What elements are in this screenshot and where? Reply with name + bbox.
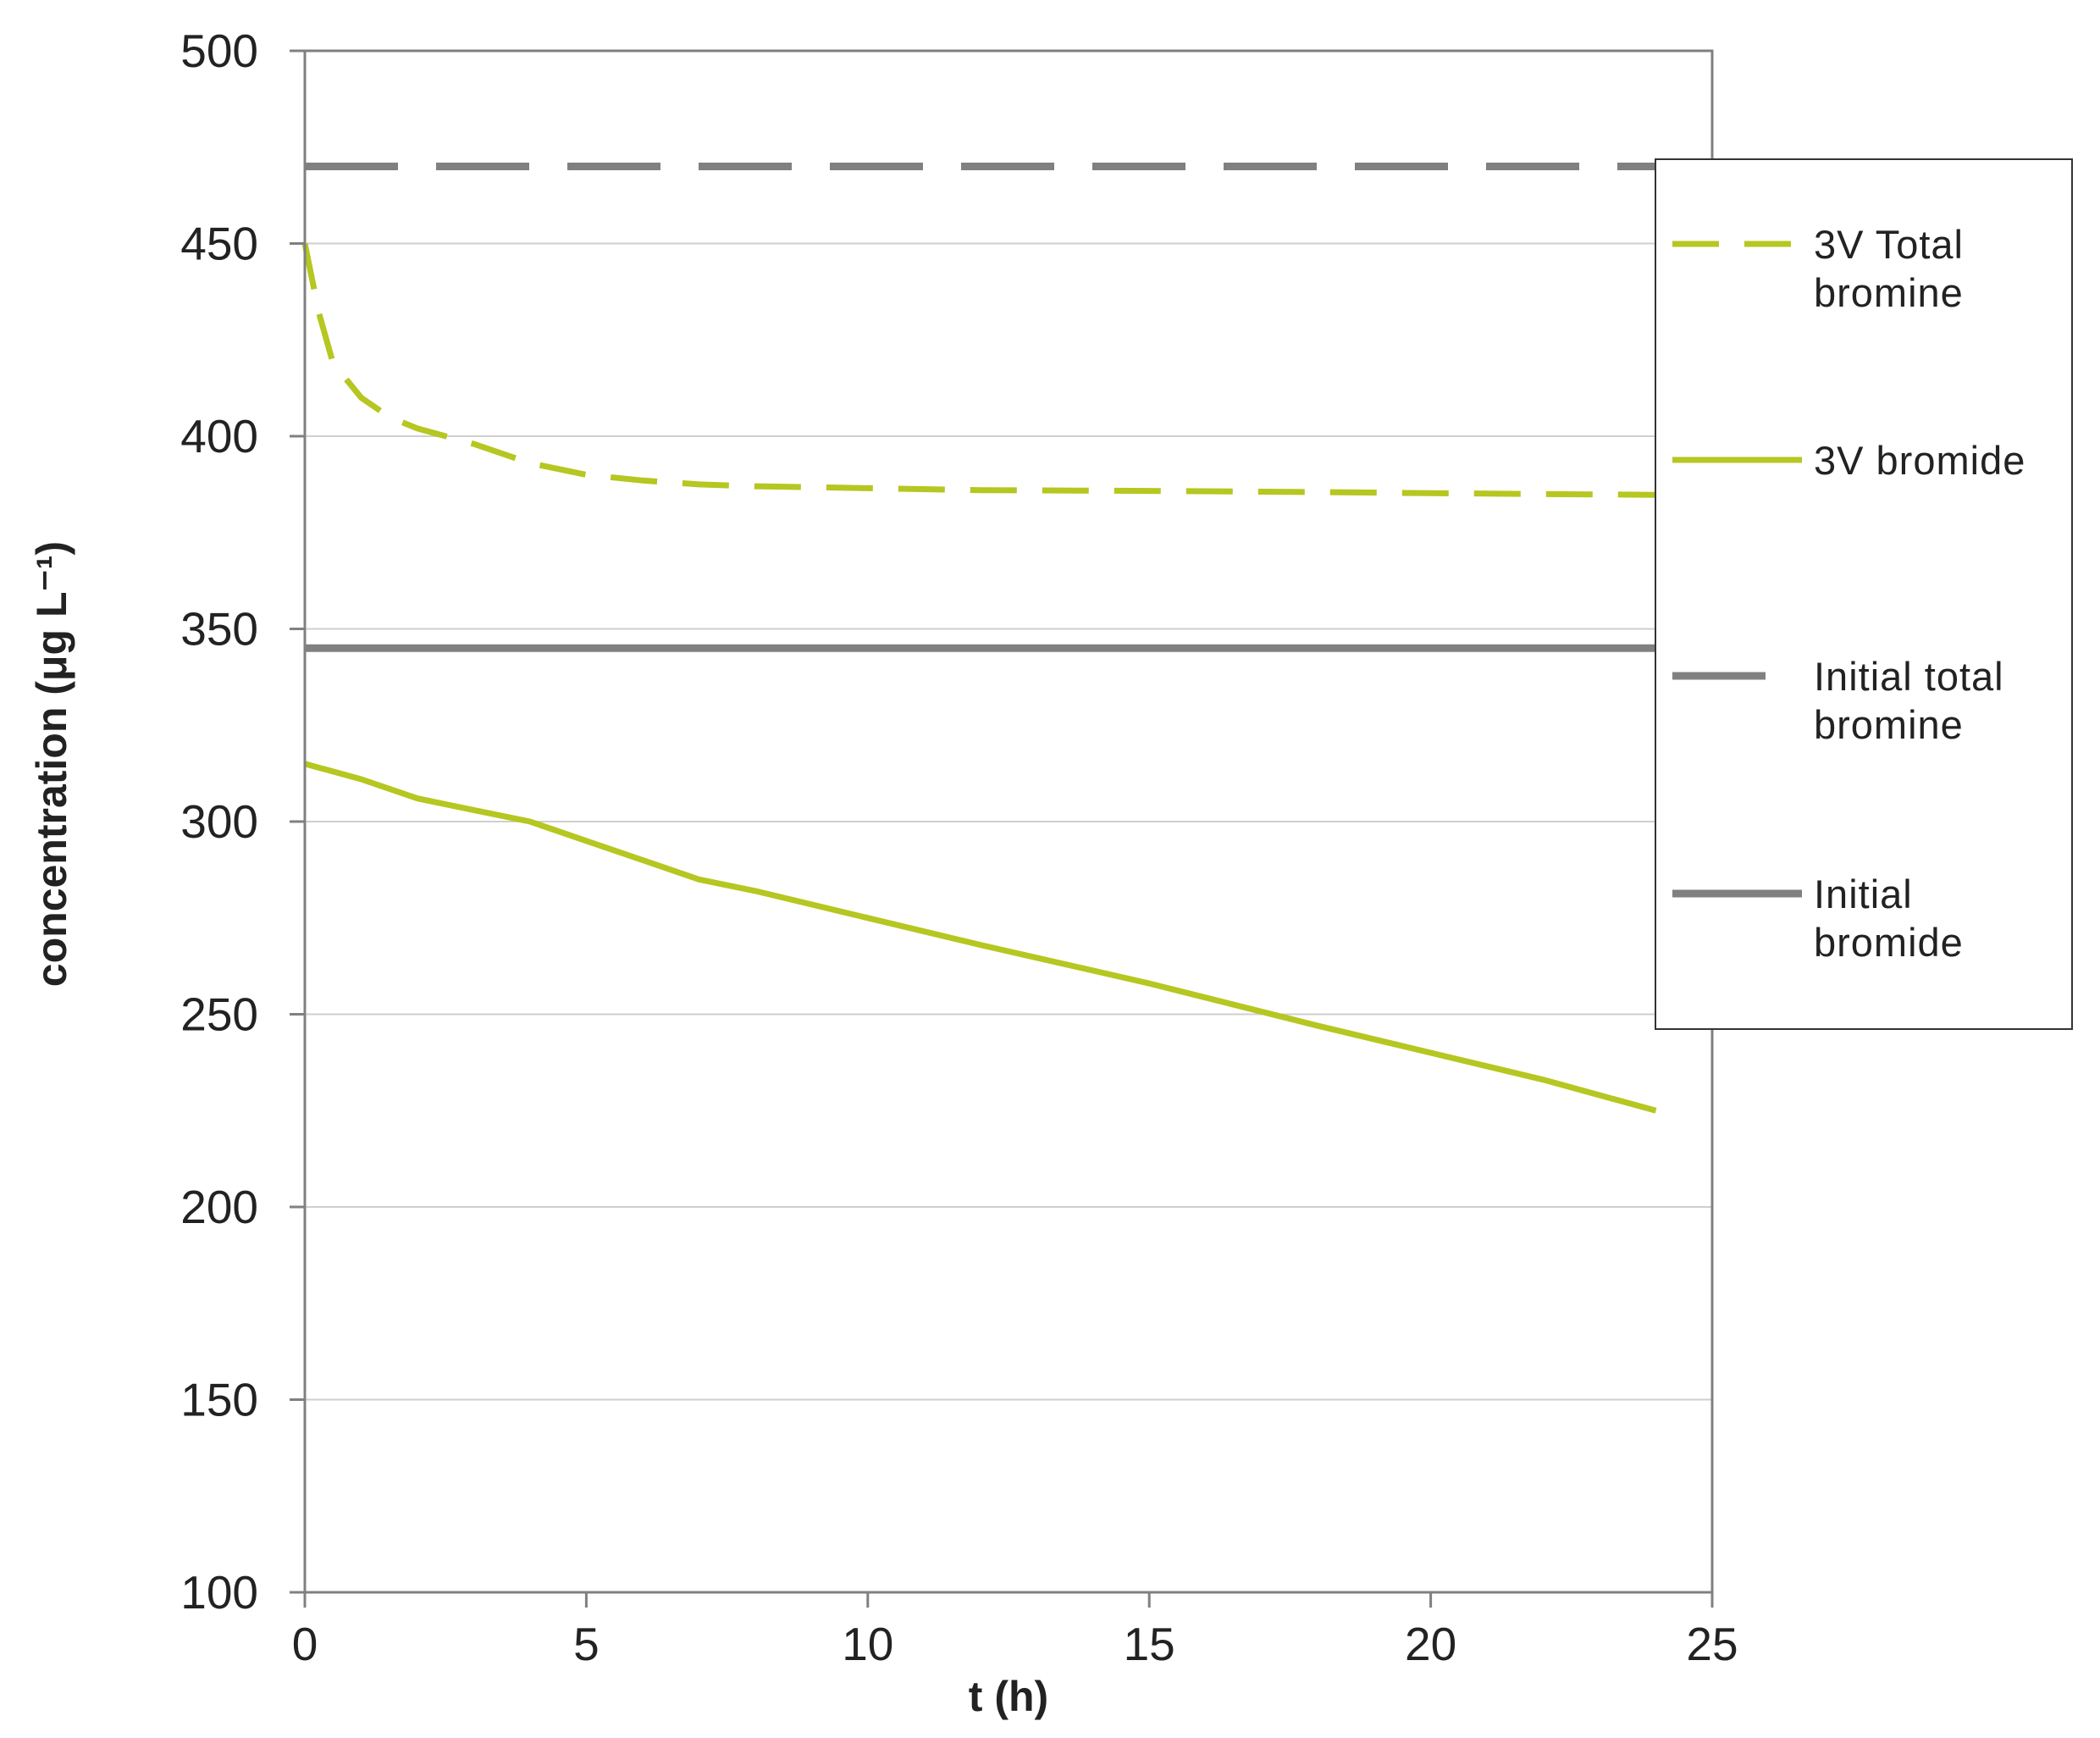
legend-label: 3V Total <box>1814 222 1964 267</box>
y-tick-label: 300 <box>180 795 258 848</box>
y-tick-label: 100 <box>180 1566 258 1619</box>
y-tick-label: 450 <box>180 218 258 270</box>
y-tick-label: 350 <box>180 603 258 656</box>
y-tick-label: 400 <box>180 410 258 462</box>
series-line-3v-total-bromine <box>301 242 1656 498</box>
y-tick-label: 250 <box>180 988 258 1041</box>
legend-label: 3V bromide <box>1814 438 2025 483</box>
y-axis-title: concentration (μg L⁻¹) <box>28 541 75 987</box>
x-tick-label: 10 <box>842 1618 893 1670</box>
legend-box <box>1655 158 2073 1030</box>
legend-label: Initial total <box>1814 654 2004 699</box>
legend-label: bromide <box>1814 920 1964 965</box>
x-tick-label: 25 <box>1686 1618 1738 1670</box>
x-tick-label: 20 <box>1405 1618 1456 1670</box>
chart-series <box>301 163 1712 1114</box>
legend-label: bromine <box>1814 270 1964 315</box>
y-tick-label: 150 <box>180 1374 258 1426</box>
series-line-3v-bromide <box>304 761 1657 1114</box>
x-axis-title: t (h) <box>969 1673 1048 1720</box>
axis-tick-labels: 100 150 200 250 300 350 400 450 500 0 5 10 15 20 25 <box>180 25 1738 1670</box>
x-tick-label: 5 <box>573 1618 600 1670</box>
y-tick-label: 200 <box>180 1181 258 1233</box>
axis-ticks <box>290 49 1714 1608</box>
legend-label: bromine <box>1814 702 1964 747</box>
legend-label: Initial <box>1814 872 1913 916</box>
y-tick-label: 500 <box>180 25 258 77</box>
x-tick-label: 15 <box>1124 1618 1175 1670</box>
x-tick-label: 0 <box>292 1618 318 1670</box>
grid-lines <box>305 242 1712 1401</box>
